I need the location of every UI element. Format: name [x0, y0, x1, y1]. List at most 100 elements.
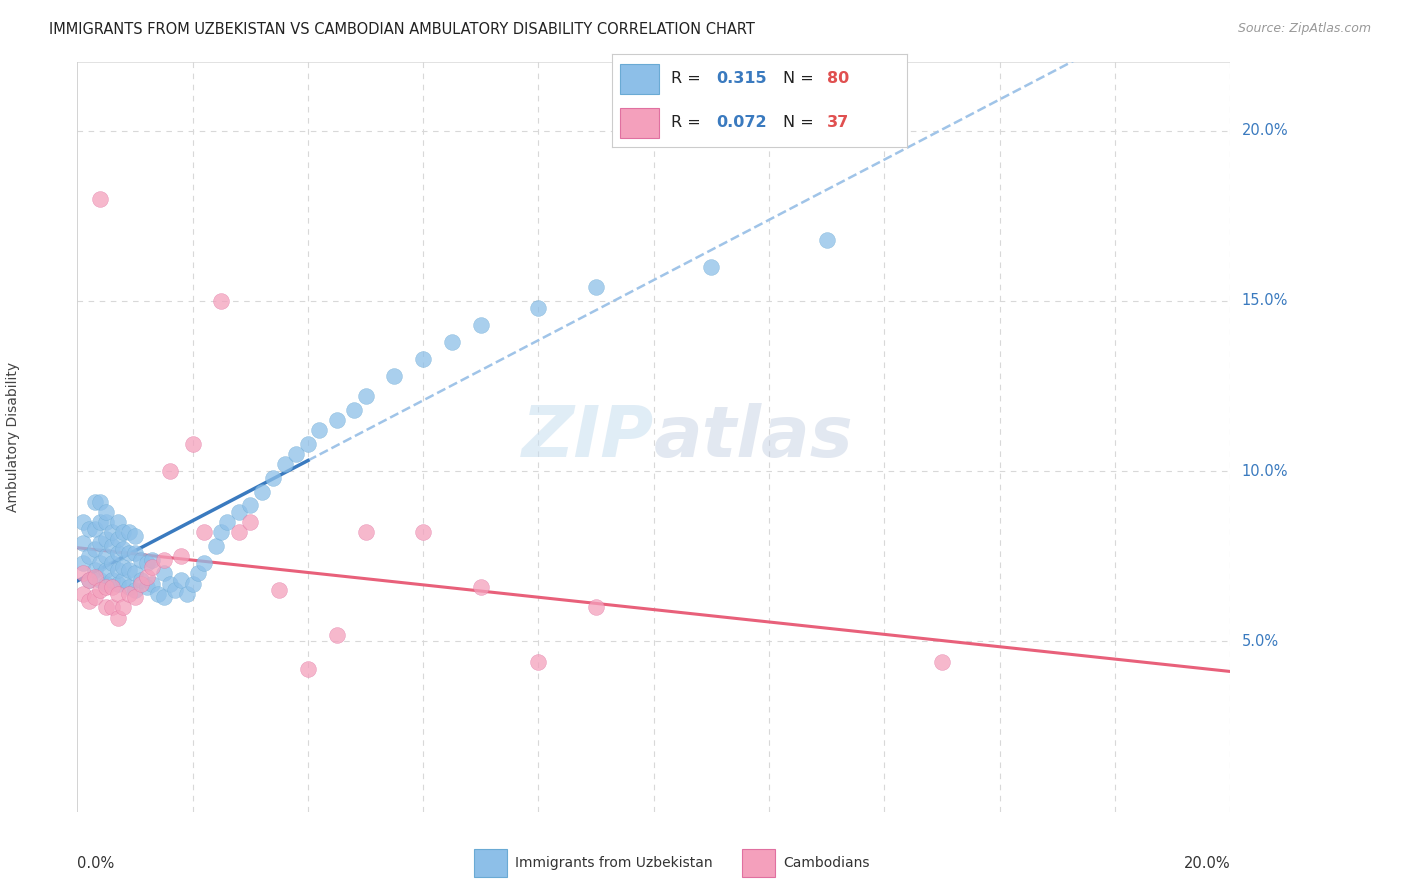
Point [325, 413, 349, 427]
Point [83, 563, 105, 577]
Point [72, 535, 94, 549]
Point [343, 402, 366, 417]
Point [96, 580, 118, 594]
Point [112, 600, 135, 615]
Point [83, 522, 105, 536]
Point [412, 351, 434, 366]
Point [470, 580, 492, 594]
Point [181, 576, 204, 591]
Point [96, 563, 118, 577]
Text: 20.0%: 20.0% [1241, 123, 1288, 138]
Point [382, 368, 406, 383]
Point [274, 458, 297, 472]
Point [176, 587, 198, 601]
Point [124, 529, 146, 543]
Point [129, 552, 152, 566]
Point [228, 525, 250, 540]
Point [83, 495, 105, 509]
Point [89, 556, 111, 570]
Point [527, 655, 550, 669]
Point [118, 546, 141, 560]
Point [124, 566, 146, 581]
Point [118, 587, 141, 601]
Text: R =: R = [671, 115, 706, 130]
Point [72, 587, 94, 601]
Point [354, 389, 377, 403]
Text: Source: ZipAtlas.com: Source: ZipAtlas.com [1237, 22, 1371, 36]
Text: 0.072: 0.072 [717, 115, 768, 130]
Point [700, 260, 723, 274]
Point [83, 590, 105, 604]
Text: 5.0%: 5.0% [1241, 634, 1279, 648]
Point [101, 573, 124, 587]
Point [77, 573, 100, 587]
Point [165, 583, 187, 598]
Point [193, 556, 215, 570]
Point [153, 590, 174, 604]
Point [354, 525, 377, 540]
Point [250, 484, 273, 499]
Point [267, 583, 291, 598]
Point [297, 662, 319, 676]
Point [135, 580, 157, 594]
Point [170, 549, 193, 564]
Point [96, 533, 118, 547]
Point [107, 546, 129, 560]
Text: 80: 80 [827, 71, 849, 87]
Point [285, 447, 308, 461]
Text: 10.0%: 10.0% [1241, 464, 1288, 479]
Point [107, 563, 129, 577]
Point [585, 280, 607, 294]
Point [441, 334, 464, 349]
Point [181, 437, 204, 451]
Point [96, 515, 118, 529]
Point [159, 576, 181, 591]
Point [159, 464, 181, 478]
Text: N =: N = [783, 71, 818, 87]
Point [815, 233, 838, 247]
Point [77, 573, 100, 587]
Point [96, 600, 118, 615]
Text: Immigrants from Uzbekistan: Immigrants from Uzbekistan [515, 856, 713, 870]
Point [129, 573, 152, 587]
Point [89, 515, 111, 529]
Point [72, 556, 94, 570]
Point [146, 587, 169, 601]
Point [217, 515, 239, 529]
Point [170, 573, 193, 587]
Bar [620, 108, 659, 138]
Point [187, 566, 209, 581]
Point [141, 552, 163, 566]
Point [96, 549, 118, 564]
Point [141, 559, 163, 574]
Point [96, 576, 118, 591]
Point [193, 525, 215, 540]
Point [107, 587, 129, 601]
Text: 0.315: 0.315 [717, 71, 768, 87]
Point [77, 522, 100, 536]
Bar [742, 849, 775, 877]
Point [211, 293, 233, 308]
Text: Cambodians: Cambodians [783, 856, 869, 870]
Point [239, 498, 262, 512]
Point [89, 535, 111, 549]
Text: R =: R = [671, 71, 706, 87]
Point [262, 471, 284, 485]
Text: Ambulatory Disability: Ambulatory Disability [6, 362, 20, 512]
Point [325, 627, 349, 641]
Point [89, 192, 111, 206]
Point [118, 525, 141, 540]
Point [83, 570, 105, 584]
Point [124, 546, 146, 560]
Text: IMMIGRANTS FROM UZBEKISTAN VS CAMBODIAN AMBULATORY DISABILITY CORRELATION CHART: IMMIGRANTS FROM UZBEKISTAN VS CAMBODIAN … [49, 22, 755, 37]
Text: N =: N = [783, 115, 818, 130]
Point [297, 437, 319, 451]
Point [72, 566, 94, 581]
Point [135, 570, 157, 584]
Point [107, 576, 129, 591]
Point [107, 610, 129, 624]
Text: 15.0%: 15.0% [1241, 293, 1288, 309]
Point [135, 556, 157, 570]
Point [107, 515, 129, 529]
Point [239, 515, 262, 529]
